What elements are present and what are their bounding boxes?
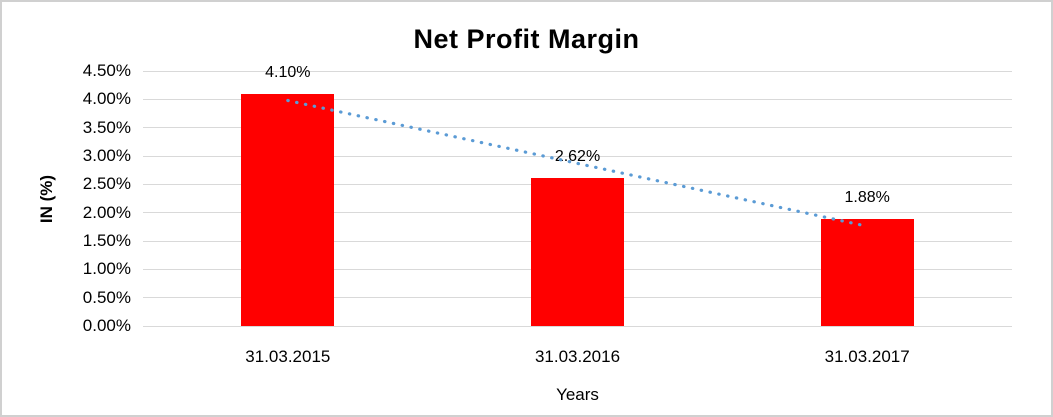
- x-tick-label: 31.03.2016: [534, 347, 621, 366]
- y-tick-label: 2.50%: [82, 174, 131, 194]
- trendline-svg: [286, 98, 869, 228]
- y-tick-label: 3.50%: [82, 117, 131, 137]
- y-tick-label: 1.00%: [82, 259, 131, 279]
- y-tick-label: 4.00%: [82, 89, 131, 109]
- y-tick-label: 4.50%: [82, 61, 131, 80]
- trendline: [286, 98, 869, 228]
- x-tick-label: 31.03.2015: [245, 347, 331, 366]
- chart-title: Net Profit Margin: [413, 24, 640, 54]
- gridline: [143, 127, 1012, 129]
- bar-data-label: 1.88%: [844, 189, 890, 207]
- gridline: [143, 155, 1012, 157]
- y-tick-label: 1.50%: [82, 231, 131, 250]
- y-tick-label: 0.00%: [82, 316, 131, 335]
- x-axis-title: Years: [556, 385, 599, 404]
- y-tick-label: 0.50%: [82, 287, 131, 307]
- gridline: [143, 98, 1012, 100]
- x-tick-label: 31.03.2017: [824, 347, 910, 366]
- bar: [531, 177, 624, 326]
- plot-area: 4.10% 31.03.2015 2.62% 31.03.2016 1.88% 31.03…: [143, 64, 1012, 366]
- bar-data-label: 2.62%: [554, 147, 601, 165]
- gridline: [143, 70, 1012, 72]
- gridline: [143, 325, 1012, 327]
- y-tick-label: 3.00%: [82, 146, 131, 165]
- bar: [820, 219, 914, 326]
- bar-data-label: 4.10%: [265, 63, 311, 81]
- y-tick-label: 2.00%: [82, 202, 131, 222]
- bar: [241, 93, 335, 326]
